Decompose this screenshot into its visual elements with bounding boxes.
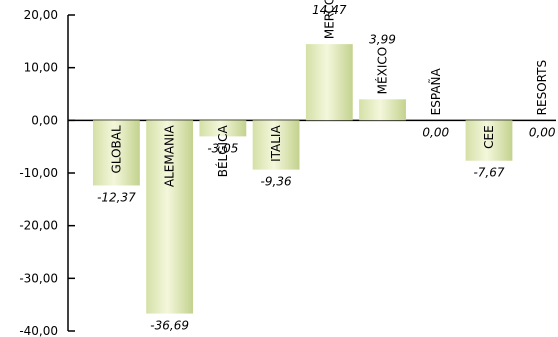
category-label: ITALIA	[269, 125, 283, 162]
value-label: -9,36	[261, 175, 292, 189]
y-tick-label: 10,00	[24, 61, 58, 75]
value-label: -36,69	[150, 319, 189, 333]
value-label: 14,47	[312, 3, 347, 17]
value-label: 3,99	[369, 33, 396, 47]
category-label: CEE	[482, 125, 496, 149]
value-label: 0,00	[529, 125, 556, 139]
value-label: -12,37	[97, 190, 136, 204]
bar-méxico	[359, 99, 406, 120]
y-tick-label: 0,00	[31, 113, 58, 127]
value-label: 0,00	[422, 125, 449, 139]
y-tick-label: -10,00	[19, 166, 58, 180]
bars	[93, 44, 512, 313]
category-label: RESORTS	[535, 60, 549, 115]
y-tick-label: 20,00	[24, 8, 58, 22]
category-label: ESPAÑA	[428, 67, 443, 115]
category-label: GLOBAL	[109, 125, 123, 173]
category-label: MÉXICO	[375, 47, 390, 95]
category-label: ALEMANIA	[163, 125, 177, 188]
value-label: -3,05	[207, 141, 238, 155]
y-tick-label: -20,00	[19, 219, 58, 233]
y-tick-label: -40,00	[19, 324, 58, 337]
y-tick-label: -30,00	[19, 271, 58, 285]
value-label: -7,67	[473, 166, 504, 180]
bar-mercosur	[306, 44, 353, 120]
